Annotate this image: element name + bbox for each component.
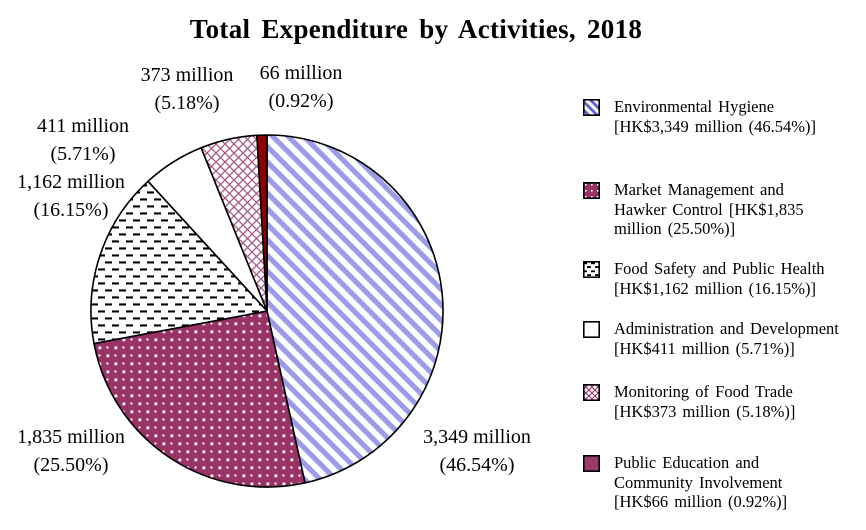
legend-label-line: Community Involvement — [614, 472, 783, 492]
data-label-administration: 411 million (5.71%) — [16, 112, 150, 168]
data-label-value: 1,835 million — [17, 426, 125, 448]
legend-item-monitoring-food-trade: Monitoring of Food Trade [HK$373 million… — [583, 382, 862, 421]
legend-item-public-education: Public Education and Community Involveme… — [583, 453, 862, 512]
data-label-percent: (5.18%) — [154, 92, 220, 114]
legend-label-line: Market Management and — [614, 180, 784, 199]
legend-label-line: [HK$66 million (0.92%)] — [614, 492, 788, 511]
legend-item-environmental-hygiene: Environmental Hygiene [HK$3,349 million … — [583, 97, 862, 136]
legend-item-market-management: Market Management and Hawker Control [HK… — [583, 180, 862, 239]
legend-swatch-plain-white-icon — [583, 321, 600, 338]
data-label-public-education: 66 million (0.92%) — [247, 59, 355, 115]
legend-label-line: [HK$3,349 million (46.54%)] — [614, 116, 816, 136]
legend-label-line: [HK$1,162 million (16.15%)] — [614, 278, 816, 298]
pie-slice-2 — [90, 180, 268, 345]
legend-label-line: Hawker Control [HK$1,835 — [614, 199, 804, 219]
legend-swatch-horizontal-dashes-icon — [583, 261, 600, 278]
legend-item-food-safety: Food Safety and Public Health [HK$1,162 … — [583, 259, 862, 298]
data-label-percent: (25.50%) — [33, 454, 109, 476]
data-label-value: 66 million — [259, 62, 343, 84]
legend-label-line: Food Safety and Public Health — [614, 259, 825, 278]
chart-title: Total Expenditure by Activities, 2018 — [189, 14, 643, 44]
pie-chart — [90, 134, 444, 488]
legend-label-line: [HK$373 million (5.18%)] — [614, 401, 796, 421]
legend-label-line: Administration and Development — [614, 319, 839, 338]
data-label-food-safety: 1,162 million (16.15%) — [0, 168, 142, 224]
data-label-value: 3,349 million — [423, 426, 531, 448]
legend-item-administration: Administration and Development [HK$411 m… — [583, 319, 862, 358]
data-label-value: 411 million — [36, 115, 130, 137]
legend-label: Food Safety and Public Health [HK$1,162 … — [614, 259, 862, 298]
pie-slice-1 — [93, 310, 306, 488]
legend: Environmental Hygiene [HK$3,349 million … — [583, 0, 866, 530]
data-label-percent: (5.71%) — [50, 143, 116, 165]
data-label-value: 1,162 million — [17, 171, 125, 193]
legend-label-line: Public Education and — [614, 453, 760, 472]
legend-label-line: [HK$411 million (5.71%)] — [614, 338, 795, 358]
legend-label-line: Monitoring of Food Trade — [614, 382, 793, 401]
legend-swatch-dots-icon — [583, 182, 600, 199]
legend-label: Market Management and Hawker Control [HK… — [614, 180, 862, 239]
legend-label: Public Education and Community Involveme… — [614, 453, 862, 512]
data-label-environmental-hygiene: 3,349 million (46.54%) — [403, 423, 551, 479]
data-label-percent: (46.54%) — [439, 454, 515, 476]
data-label-percent: (16.15%) — [33, 199, 109, 221]
legend-label: Environmental Hygiene [HK$3,349 million … — [614, 97, 862, 136]
data-label-percent: (0.92%) — [268, 90, 334, 112]
pie-slice-0 — [266, 134, 444, 484]
legend-swatch-diagonal-stripes-icon — [583, 99, 600, 116]
data-label-value: 373 million — [140, 64, 234, 86]
data-label-monitoring-of-food-trade: 373 million (5.18%) — [128, 61, 246, 117]
legend-label-line: Environmental Hygiene — [614, 97, 775, 116]
legend-swatch-solid-icon — [583, 455, 600, 472]
legend-label-line: million (25.50%)] — [614, 219, 736, 238]
data-label-market-management: 1,835 million (25.50%) — [0, 423, 142, 479]
legend-label: Administration and Development [HK$411 m… — [614, 319, 862, 358]
legend-label: Monitoring of Food Trade [HK$373 million… — [614, 382, 862, 421]
legend-swatch-diagonal-crosshatch-icon — [583, 384, 600, 401]
pie-slices-group — [90, 134, 444, 488]
pie-slice-5 — [256, 134, 268, 312]
